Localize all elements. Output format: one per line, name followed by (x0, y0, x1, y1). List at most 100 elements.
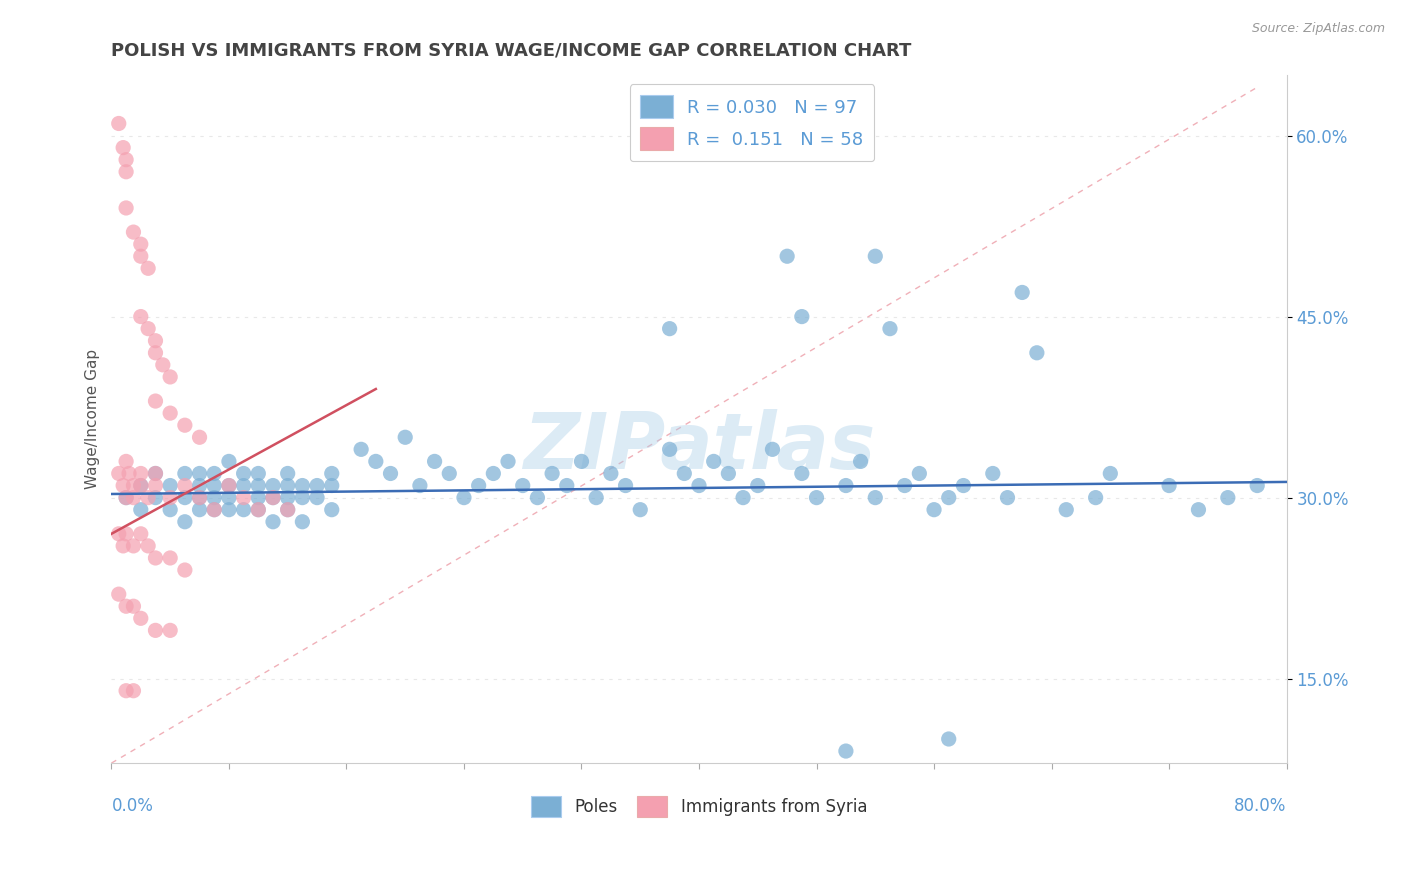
Point (188, 467, 211, 481)
Point (173, 563, 195, 577)
Point (849, 454, 872, 468)
Point (277, 467, 299, 481)
Point (173, 491, 195, 505)
Point (173, 418, 195, 433)
Point (136, 321, 159, 335)
Legend: Poles, Immigrants from Syria: Poles, Immigrants from Syria (524, 789, 875, 823)
Point (541, 467, 564, 481)
Point (835, 744, 858, 758)
Point (571, 454, 593, 468)
Text: 80.0%: 80.0% (1234, 797, 1286, 815)
Point (277, 502, 299, 516)
Text: ZIPatlas: ZIPatlas (523, 409, 875, 484)
Point (526, 491, 548, 505)
Point (277, 502, 299, 516)
Point (321, 502, 343, 516)
Point (1157, 478, 1180, 492)
Point (482, 467, 505, 481)
Point (262, 491, 284, 505)
Point (218, 502, 240, 516)
Point (136, 261, 159, 276)
Point (145, 551, 167, 566)
Point (790, 310, 813, 324)
Point (115, 526, 138, 541)
Point (453, 491, 475, 505)
Point (865, 249, 887, 263)
Point (145, 346, 167, 360)
Point (218, 491, 240, 505)
Point (129, 611, 152, 625)
Point (159, 624, 181, 638)
Point (188, 491, 211, 505)
Point (321, 467, 343, 481)
Point (512, 478, 534, 492)
Point (247, 478, 270, 492)
Point (129, 467, 152, 481)
Point (159, 502, 181, 516)
Point (1216, 491, 1239, 505)
Point (115, 683, 138, 698)
Point (733, 491, 755, 505)
Point (173, 478, 195, 492)
Point (1054, 502, 1077, 516)
Point (321, 478, 343, 492)
Point (145, 467, 167, 481)
Point (262, 478, 284, 492)
Point (159, 491, 181, 505)
Point (981, 467, 1004, 481)
Point (118, 467, 141, 481)
Point (107, 587, 129, 601)
Point (658, 442, 681, 457)
Point (717, 467, 740, 481)
Point (232, 502, 254, 516)
Point (122, 478, 145, 492)
Point (145, 394, 167, 409)
Point (806, 491, 828, 505)
Point (145, 334, 167, 348)
Point (202, 467, 225, 481)
Point (291, 478, 314, 492)
Point (202, 478, 225, 492)
Point (232, 491, 254, 505)
Point (394, 430, 416, 444)
Point (307, 491, 329, 505)
Point (688, 478, 710, 492)
Point (262, 515, 284, 529)
Point (423, 454, 446, 468)
Point (1011, 285, 1033, 300)
Point (247, 502, 270, 516)
Point (776, 249, 799, 263)
Point (232, 467, 254, 481)
Point (262, 491, 284, 505)
Point (145, 491, 167, 505)
Point (364, 454, 387, 468)
Point (115, 201, 138, 215)
Point (865, 491, 887, 505)
Point (307, 478, 329, 492)
Point (188, 430, 211, 444)
Point (188, 478, 211, 492)
Point (380, 467, 402, 481)
Point (1099, 467, 1122, 481)
Point (145, 467, 167, 481)
Point (112, 478, 135, 492)
Point (658, 321, 681, 335)
Point (145, 478, 167, 492)
Point (467, 478, 489, 492)
Point (291, 491, 314, 505)
Point (1246, 478, 1268, 492)
Point (747, 478, 769, 492)
Point (129, 526, 152, 541)
Point (247, 467, 270, 481)
Point (277, 491, 299, 505)
Point (922, 502, 945, 516)
Point (232, 478, 254, 492)
Point (136, 539, 159, 553)
Point (247, 491, 270, 505)
Point (952, 478, 974, 492)
Point (761, 442, 783, 457)
Point (159, 478, 181, 492)
Point (122, 683, 145, 698)
Point (1084, 491, 1107, 505)
Point (188, 502, 211, 516)
